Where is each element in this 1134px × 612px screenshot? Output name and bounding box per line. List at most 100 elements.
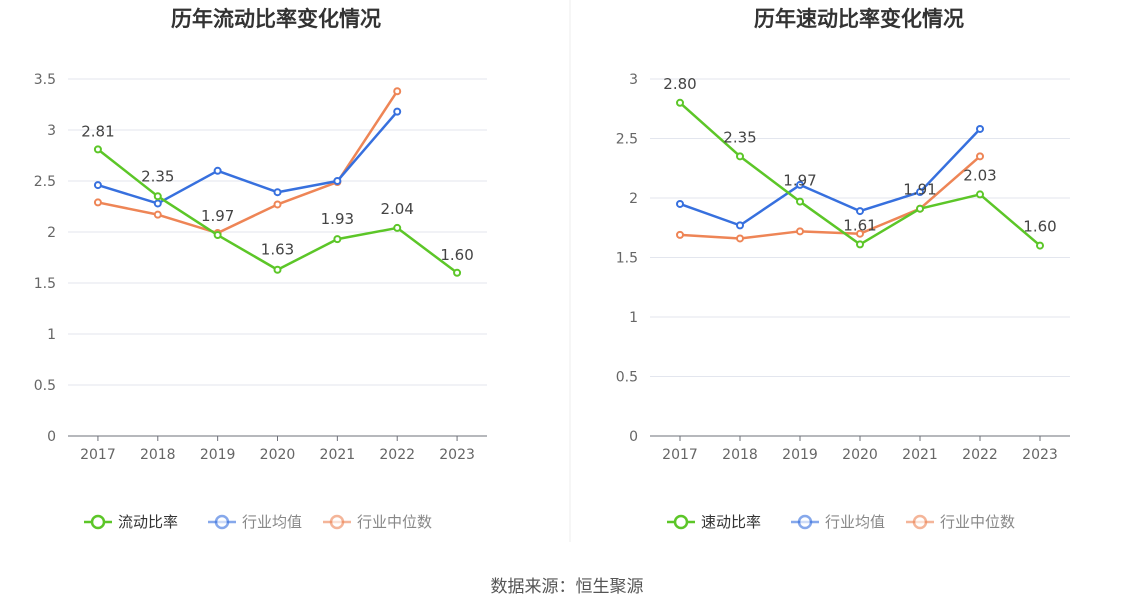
legend-marker-icon: [90, 514, 106, 530]
data-point: [796, 227, 804, 236]
x-tick-label: 2019: [200, 447, 236, 463]
y-tick-label: 3.5: [34, 72, 56, 88]
x-tick-label: 2022: [379, 447, 415, 463]
y-tick-label: 2: [47, 225, 56, 241]
data-point: [976, 190, 984, 199]
data-label: 1.91: [903, 181, 936, 199]
legend-item[interactable]: 行业中位数: [323, 513, 432, 531]
data-point: [153, 192, 162, 201]
legend-label: 速动比率: [701, 513, 761, 531]
legend-marker-icon: [214, 514, 230, 530]
series-line: [679, 155, 981, 240]
data-point: [273, 188, 282, 197]
data-point: [976, 124, 984, 133]
y-tick-label: 1.5: [34, 276, 56, 292]
data-point: [93, 145, 102, 154]
legend-item[interactable]: 行业中位数: [906, 513, 1015, 531]
data-label: 2.35: [723, 128, 756, 146]
y-tick-label: 1: [629, 310, 638, 326]
data-point: [796, 197, 804, 206]
data-point: [856, 240, 864, 249]
data-point: [856, 207, 864, 216]
legend-label: 行业均值: [825, 513, 885, 531]
data-point: [736, 152, 744, 161]
data-point: [916, 204, 924, 213]
data-point: [273, 200, 282, 209]
data-point: [453, 268, 462, 277]
data-label: 1.60: [440, 246, 473, 264]
data-label: 1.63: [261, 241, 294, 259]
data-point: [736, 234, 744, 243]
chart-title: 历年流动比率变化情况: [171, 7, 381, 31]
data-label: 1.60: [1023, 218, 1056, 236]
x-tick-label: 2018: [140, 447, 176, 463]
data-point: [333, 177, 342, 185]
legend-label: 行业中位数: [357, 513, 432, 531]
series-line: [679, 128, 981, 227]
y-tick-label: 1.5: [616, 251, 638, 267]
y-tick-label: 3: [629, 72, 638, 88]
data-label: 2.03: [963, 166, 996, 184]
data-label: 1.97: [201, 207, 234, 225]
data-point: [333, 235, 342, 244]
x-tick-label: 2023: [1022, 447, 1058, 463]
data-point: [153, 199, 162, 208]
legend-marker-icon: [797, 514, 813, 530]
legend-item[interactable]: 行业均值: [791, 513, 885, 531]
data-point: [153, 210, 162, 219]
y-tick-label: 2.5: [616, 132, 638, 148]
data-point: [393, 87, 402, 96]
y-tick-label: 1: [47, 327, 56, 343]
x-tick-label: 2018: [722, 447, 758, 463]
legend-marker-icon: [329, 514, 345, 530]
data-point: [393, 107, 402, 116]
legend-item[interactable]: 行业均值: [208, 513, 302, 531]
data-label: 2.81: [81, 122, 114, 140]
data-point: [93, 198, 102, 207]
chart-panel-1: 历年流动比率变化情况 0 0.5 1 1.5 2 2.5 3 3.5 2017 2018 2019 20…: [34, 7, 487, 531]
x-tick-label: 2020: [842, 447, 878, 463]
data-point: [213, 166, 222, 175]
data-source-note: 数据来源：恒生聚源: [490, 577, 644, 597]
x-tick-label: 2023: [439, 447, 475, 463]
x-tick-label: 2019: [782, 447, 818, 463]
y-tick-label: 0.5: [616, 370, 638, 386]
y-tick-label: 0.5: [34, 378, 56, 394]
y-tick-label: 2: [629, 191, 638, 207]
data-point: [676, 98, 684, 107]
y-tick-label: 0: [629, 429, 638, 445]
data-point: [856, 229, 864, 238]
data-label: 2.04: [381, 200, 414, 218]
x-tick-label: 2021: [902, 447, 938, 463]
legend-marker-icon: [912, 514, 928, 530]
chart-title: 历年速动比率变化情况: [754, 7, 964, 31]
legend-marker-icon: [673, 514, 689, 530]
legend-item[interactable]: 速动比率: [667, 513, 761, 531]
series-line: [97, 90, 399, 235]
data-label: 1.93: [321, 210, 354, 228]
data-point: [273, 265, 282, 274]
data-point: [93, 181, 102, 190]
y-tick-label: 2.5: [34, 174, 56, 190]
data-label: 1.97: [783, 172, 816, 190]
y-tick-label: 3: [47, 123, 56, 139]
data-point: [916, 188, 924, 197]
data-point: [213, 231, 222, 240]
legend-label: 流动比率: [118, 513, 178, 531]
data-point: [796, 180, 804, 189]
data-label: 1.61: [843, 216, 876, 234]
x-tick-label: 2020: [260, 447, 296, 463]
x-tick-label: 2017: [80, 447, 116, 463]
data-point: [393, 223, 402, 232]
legend-item[interactable]: 流动比率: [84, 513, 178, 531]
x-tick-label: 2022: [962, 447, 998, 463]
x-tick-label: 2017: [662, 447, 698, 463]
chart-panel-2: 历年速动比率变化情况 0 0.5 1 1.5 2 2.5 3 2017 2018 2019 2020 2…: [616, 7, 1070, 531]
series-line: [97, 110, 399, 205]
data-point: [1036, 241, 1044, 250]
data-point: [676, 230, 684, 239]
data-label: 2.35: [141, 167, 174, 185]
x-tick-label: 2021: [320, 447, 356, 463]
legend-label: 行业均值: [242, 513, 302, 531]
